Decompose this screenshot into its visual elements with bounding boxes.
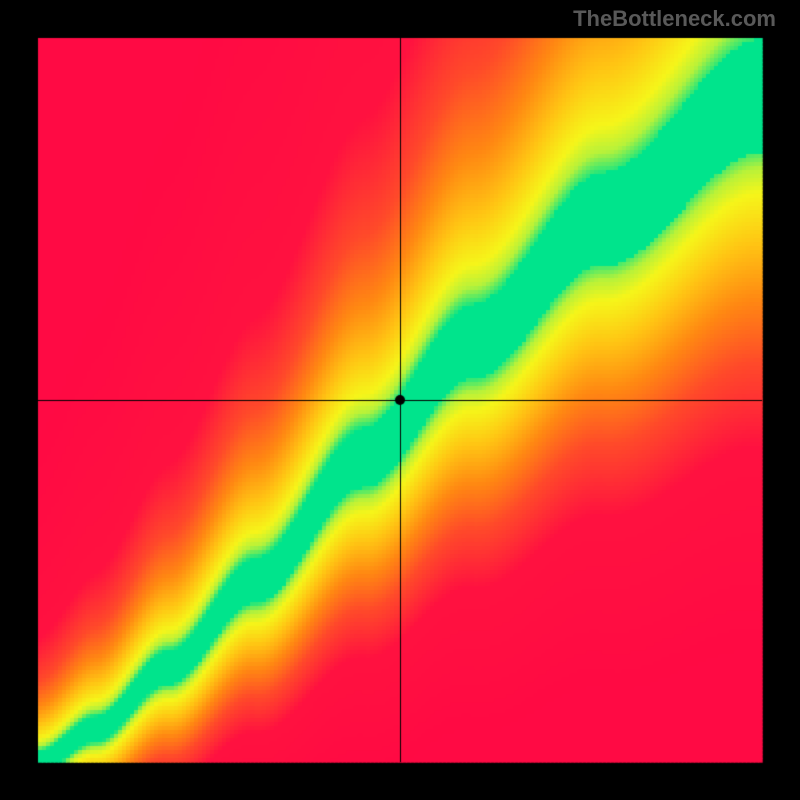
chart-container: { "watermark": { "text": "TheBottleneck.… xyxy=(0,0,800,800)
watermark-text: TheBottleneck.com xyxy=(573,6,776,32)
bottleneck-heatmap xyxy=(0,0,800,800)
